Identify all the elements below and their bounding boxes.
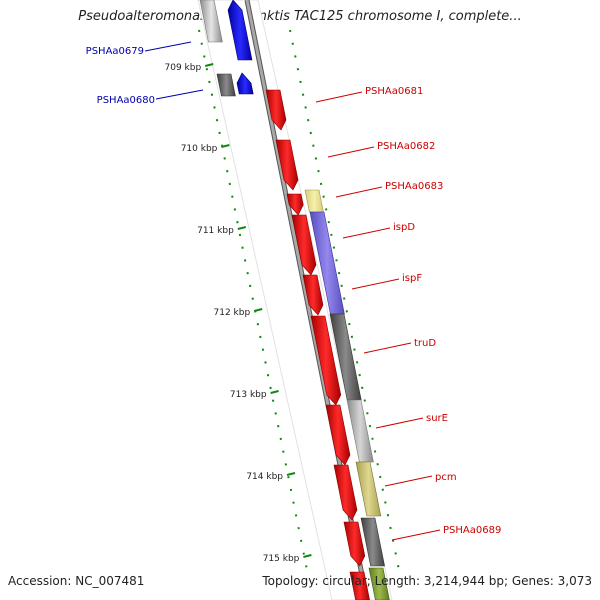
gene-feature[interactable]: [309, 211, 345, 315]
gene-label[interactable]: PSHAa0679: [86, 46, 144, 57]
tick-label: 715 kbp: [263, 554, 300, 564]
minor-tick-line: [289, 29, 401, 576]
gene-feature[interactable]: [368, 567, 390, 600]
gene-arrow[interactable]: [227, 0, 253, 61]
gene-feature[interactable]: [355, 461, 382, 517]
tick-label: 713 kbp: [230, 390, 267, 400]
gene-arrow[interactable]: [343, 521, 366, 567]
gene-arrow[interactable]: [310, 315, 342, 406]
label-leader-line: [342, 227, 391, 239]
tick-label: 714 kbp: [246, 472, 283, 482]
label-leader-line: [327, 146, 375, 158]
gene-feature[interactable]: [199, 0, 223, 43]
label-leader-line: [315, 91, 363, 103]
gene-arrow[interactable]: [325, 404, 351, 466]
gene-arrow[interactable]: [302, 274, 324, 316]
gene-label[interactable]: pcm: [435, 472, 457, 483]
gene-arrow[interactable]: [275, 139, 299, 191]
label-leader-line: [351, 278, 400, 290]
accession-text: Accession: NC_007481: [8, 574, 145, 588]
gene-label[interactable]: surE: [426, 413, 448, 424]
major-tick-mark: [204, 63, 214, 67]
major-tick-mark: [253, 308, 263, 312]
label-leader-line: [375, 417, 424, 429]
map-title: Pseudoalteromonas haloplanktis TAC125 ch…: [78, 9, 522, 24]
gene-arrow[interactable]: [286, 193, 304, 216]
gene-label[interactable]: ispF: [402, 273, 422, 284]
gene-label[interactable]: PSHAa0689: [443, 525, 501, 536]
label-leader-line: [384, 475, 433, 487]
genome-summary-text: Topology: circular; Length: 3,214,944 bp…: [262, 574, 592, 588]
label-layer: PSHAa0679 PSHAa0680 PSHAa0681 PSHAa0682 PSHA…: [86, 41, 501, 541]
gene-label[interactable]: PSHAa0682: [377, 141, 435, 152]
minor-tick-line: [198, 29, 309, 576]
gene-label[interactable]: PSHAa0681: [365, 86, 423, 97]
gene-feature[interactable]: [216, 73, 236, 97]
gene-layer: [199, 0, 390, 600]
gene-label[interactable]: ispD: [393, 222, 415, 233]
tick-label: 711 kbp: [197, 226, 234, 236]
tick-label: 712 kbp: [214, 308, 251, 318]
label-leader-line: [155, 89, 204, 100]
major-tick-mark: [270, 390, 279, 394]
gene-arrow[interactable]: [333, 464, 358, 521]
major-tick-mark: [286, 472, 296, 476]
label-leader-line: [144, 41, 192, 52]
label-leader-line: [391, 529, 441, 541]
major-tick-mark: [221, 144, 230, 148]
gene-feature[interactable]: [304, 189, 324, 213]
gene-feature[interactable]: [346, 399, 374, 463]
gene-arrow[interactable]: [291, 214, 317, 276]
tick-label: 710 kbp: [181, 144, 218, 154]
gene-label[interactable]: PSHAa0680: [97, 95, 155, 106]
major-tick-mark: [303, 554, 312, 558]
gene-feature[interactable]: [360, 517, 385, 567]
gene-label[interactable]: PSHAa0683: [385, 181, 443, 192]
tick-layer: 709 kbp 710 kbp 711 kbp 712 kbp 713 kbp 714 k…: [165, 29, 401, 576]
gene-label[interactable]: truD: [414, 338, 436, 349]
major-tick-mark: [237, 226, 247, 230]
gene-feature[interactable]: [349, 571, 370, 600]
gene-arrow[interactable]: [236, 72, 254, 95]
gene-arrow[interactable]: [265, 89, 287, 131]
label-leader-line: [363, 342, 412, 354]
label-leader-line: [335, 186, 383, 198]
tick-label: 709 kbp: [165, 63, 202, 73]
